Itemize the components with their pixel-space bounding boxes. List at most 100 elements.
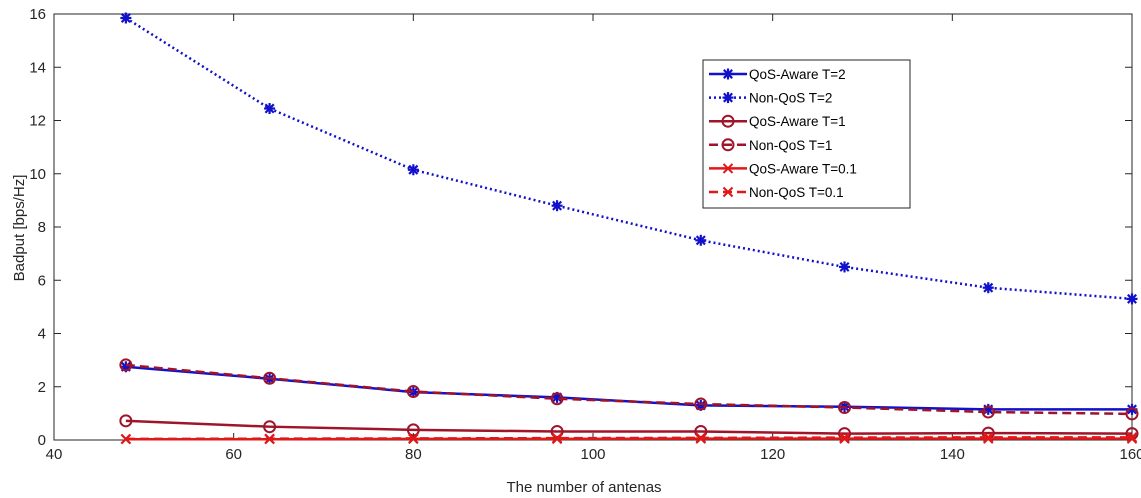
data-point [839, 432, 850, 443]
y-tick-label: 10 [29, 166, 46, 183]
marker-stroke [408, 164, 419, 175]
data-point [1126, 293, 1138, 305]
legend-marker [721, 114, 735, 128]
marker-stroke [722, 186, 734, 198]
marker-stroke [551, 432, 563, 444]
series-4 [119, 358, 1139, 421]
data-point [406, 423, 420, 437]
data-point [694, 397, 708, 411]
data-point [263, 371, 277, 385]
series-line [125, 437, 1132, 441]
marker-stroke [1127, 293, 1137, 304]
legend-entry: Non-QoS T=1 [709, 138, 832, 153]
legend-label: QoS-Aware T=2 [749, 67, 846, 82]
y-axis-label: Badput [bps/Hz] [11, 175, 28, 282]
marker-circle [721, 114, 735, 128]
marker-stroke [723, 92, 733, 103]
x-tick-label: 100 [580, 446, 605, 463]
data-point [839, 261, 851, 273]
data-point [1125, 407, 1139, 421]
marker-stroke [839, 432, 850, 443]
data-point [551, 200, 563, 212]
series-line [125, 419, 1133, 435]
legend-marker [722, 186, 734, 198]
marker-stroke [723, 69, 733, 79]
x-tick-label: 40 [46, 446, 63, 463]
legend-label: Non-QoS T=1 [749, 138, 832, 153]
data-point [264, 103, 276, 115]
marker-stroke [695, 432, 707, 444]
marker-circle [694, 397, 708, 411]
data-point [695, 432, 707, 444]
data-point [264, 433, 275, 444]
marker-circle [1125, 407, 1139, 421]
legend-label: QoS-Aware T=0.1 [749, 161, 857, 176]
marker-stroke [695, 235, 706, 246]
x-tick-label: 60 [225, 446, 242, 463]
series-line [125, 16, 1133, 301]
y-tick-label: 2 [38, 379, 46, 396]
y-tick-label: 14 [29, 59, 46, 76]
legend-label: Non-QoS T=0.1 [749, 185, 844, 200]
marker-stroke [264, 433, 275, 444]
y-tick-label: 12 [29, 113, 46, 130]
data-point [408, 433, 419, 444]
plot-series [119, 12, 1139, 445]
legend-entry: QoS-Aware T=2 [709, 67, 846, 82]
y-tick-label: 8 [38, 219, 46, 236]
legend-label: QoS-Aware T=1 [749, 114, 846, 129]
data-point [695, 234, 707, 246]
series-line [125, 363, 1133, 416]
marker-circle [838, 401, 852, 415]
legend-marker [722, 92, 734, 104]
data-point [983, 432, 994, 443]
legend-entry: QoS-Aware T=0.1 [709, 161, 857, 176]
marker-circle [119, 358, 133, 372]
marker-circle [721, 138, 735, 152]
marker-stroke [120, 433, 132, 445]
series-6 [120, 432, 1138, 445]
legend-entry: Non-QoS T=2 [709, 91, 832, 106]
data-point [1126, 432, 1138, 443]
legend-marker [722, 163, 734, 174]
marker-circle [263, 371, 277, 385]
x-tick-label: 120 [760, 446, 785, 463]
data-point [982, 282, 994, 294]
marker-stroke [264, 103, 275, 114]
marker-circle [406, 423, 420, 437]
x-axis-label: The number of antenas [506, 479, 661, 496]
marker-circle [981, 405, 995, 419]
data-point [551, 432, 563, 444]
marker-stroke [983, 432, 994, 443]
marker-circle [263, 420, 277, 434]
legend-marker [721, 138, 735, 152]
marker-stroke [1126, 432, 1138, 443]
data-point [406, 385, 420, 399]
marker-circle [119, 414, 133, 428]
legend-marker [722, 68, 734, 80]
data-point [120, 433, 132, 445]
marker-circle [406, 385, 420, 399]
y-tick-label: 16 [29, 6, 46, 23]
data-point [550, 392, 564, 406]
series-2 [120, 12, 1138, 305]
marker-stroke [983, 282, 994, 293]
x-tick-label: 140 [940, 446, 965, 463]
marker-stroke [552, 200, 563, 211]
legend-label: Non-QoS T=2 [749, 91, 832, 106]
marker-circle [550, 392, 564, 406]
legend: QoS-Aware T=2 Non-QoS T=2 QoS-Aware T=1 Non… [702, 59, 911, 209]
y-tick-label: 4 [38, 326, 46, 343]
legend-box [702, 59, 911, 209]
marker-stroke [722, 163, 734, 174]
marker-stroke [408, 433, 419, 444]
y-tick-label: 0 [38, 432, 46, 449]
x-tick-label: 160 [1119, 446, 1141, 463]
legend-entry: QoS-Aware T=1 [709, 114, 846, 129]
x-tick-label: 80 [405, 446, 422, 463]
y-tick-label: 6 [38, 272, 46, 289]
marker-stroke [839, 261, 850, 272]
